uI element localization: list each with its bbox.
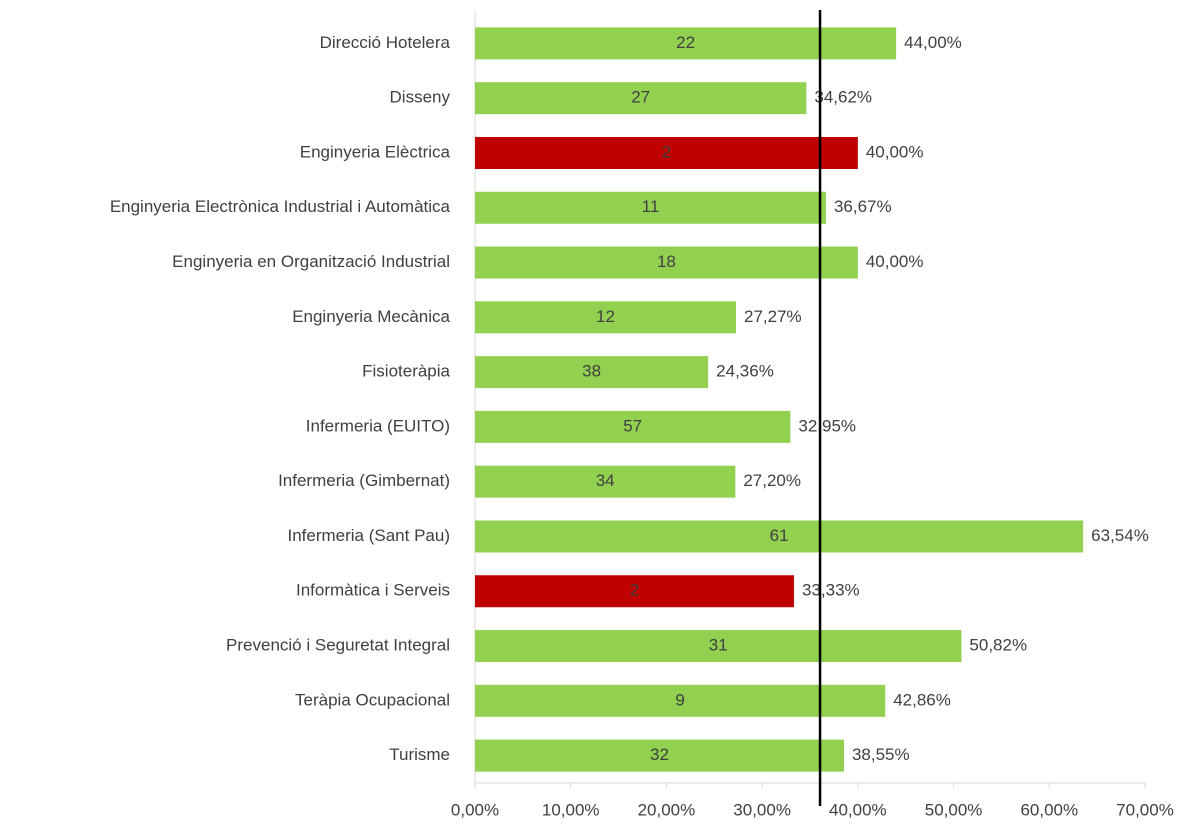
x-tick-label: 50,00% — [925, 800, 983, 819]
value-label: 27,27% — [744, 307, 802, 326]
category-label: Fisioteràpia — [362, 362, 450, 381]
x-tick-label: 10,00% — [542, 800, 600, 819]
category-label: Enginyeria Mecànica — [292, 307, 450, 326]
x-tick-label: 40,00% — [829, 800, 887, 819]
value-label: 24,36% — [716, 362, 774, 381]
x-tick-label: 70,00% — [1116, 800, 1174, 819]
category-label: Infermeria (Gimbernat) — [278, 471, 450, 490]
bar — [475, 356, 709, 389]
bar — [475, 410, 791, 443]
category-label: Direcció Hotelera — [320, 33, 451, 52]
bar — [475, 246, 858, 279]
bar — [475, 82, 807, 115]
bar — [475, 465, 736, 498]
value-label: 36,67% — [834, 197, 892, 216]
bar-count-label: 12 — [596, 307, 615, 326]
x-tick-label: 60,00% — [1020, 800, 1078, 819]
bar-count-label: 9 — [675, 690, 684, 709]
x-tick-label: 0,00% — [451, 800, 499, 819]
bar — [475, 301, 737, 334]
x-tick-label: 30,00% — [733, 800, 791, 819]
category-label: Enginyeria Electrònica Industrial i Auto… — [110, 197, 451, 216]
value-label: 42,86% — [893, 690, 951, 709]
bar — [475, 191, 826, 224]
value-label: 27,20% — [743, 471, 801, 490]
value-label: 40,00% — [866, 252, 924, 271]
category-label: Enginyeria Elèctrica — [300, 142, 451, 161]
bar-count-label: 57 — [623, 416, 642, 435]
bar-count-label: 32 — [650, 745, 669, 764]
bar-count-label: 27 — [631, 88, 650, 107]
bar-count-label: 31 — [709, 636, 728, 655]
bar-count-label: 2 — [662, 142, 671, 161]
category-label: Disseny — [390, 88, 451, 107]
value-label: 38,55% — [852, 745, 910, 764]
x-tick-label: 20,00% — [638, 800, 696, 819]
value-label: 32,95% — [798, 416, 856, 435]
bar — [475, 630, 962, 663]
bar — [475, 27, 897, 60]
bar-count-label: 2 — [630, 581, 639, 600]
bar — [475, 575, 795, 608]
value-label: 44,00% — [904, 33, 962, 52]
value-label: 34,62% — [814, 88, 872, 107]
category-label: Infermeria (Sant Pau) — [287, 526, 450, 545]
bar — [475, 739, 844, 772]
category-label: Enginyeria en Organització Industrial — [172, 252, 450, 271]
bar — [475, 520, 1084, 553]
bar-count-label: 22 — [676, 33, 695, 52]
bar — [475, 136, 858, 169]
value-label: 63,54% — [1091, 526, 1149, 545]
category-label: Teràpia Ocupacional — [295, 690, 450, 709]
bar — [475, 684, 886, 717]
bar-count-label: 11 — [642, 197, 660, 216]
category-label: Informàtica i Serveis — [296, 581, 450, 600]
value-label: 50,82% — [969, 636, 1027, 655]
bar-count-label: 61 — [770, 526, 789, 545]
bar-count-label: 18 — [657, 252, 676, 271]
category-label: Turisme — [389, 745, 450, 764]
category-label: Prevenció i Seguretat Integral — [226, 636, 450, 655]
bar-count-label: 38 — [582, 362, 601, 381]
bar-count-label: 34 — [596, 471, 615, 490]
value-label: 33,33% — [802, 581, 860, 600]
value-label: 40,00% — [866, 142, 924, 161]
category-label: Infermeria (EUITO) — [306, 416, 450, 435]
